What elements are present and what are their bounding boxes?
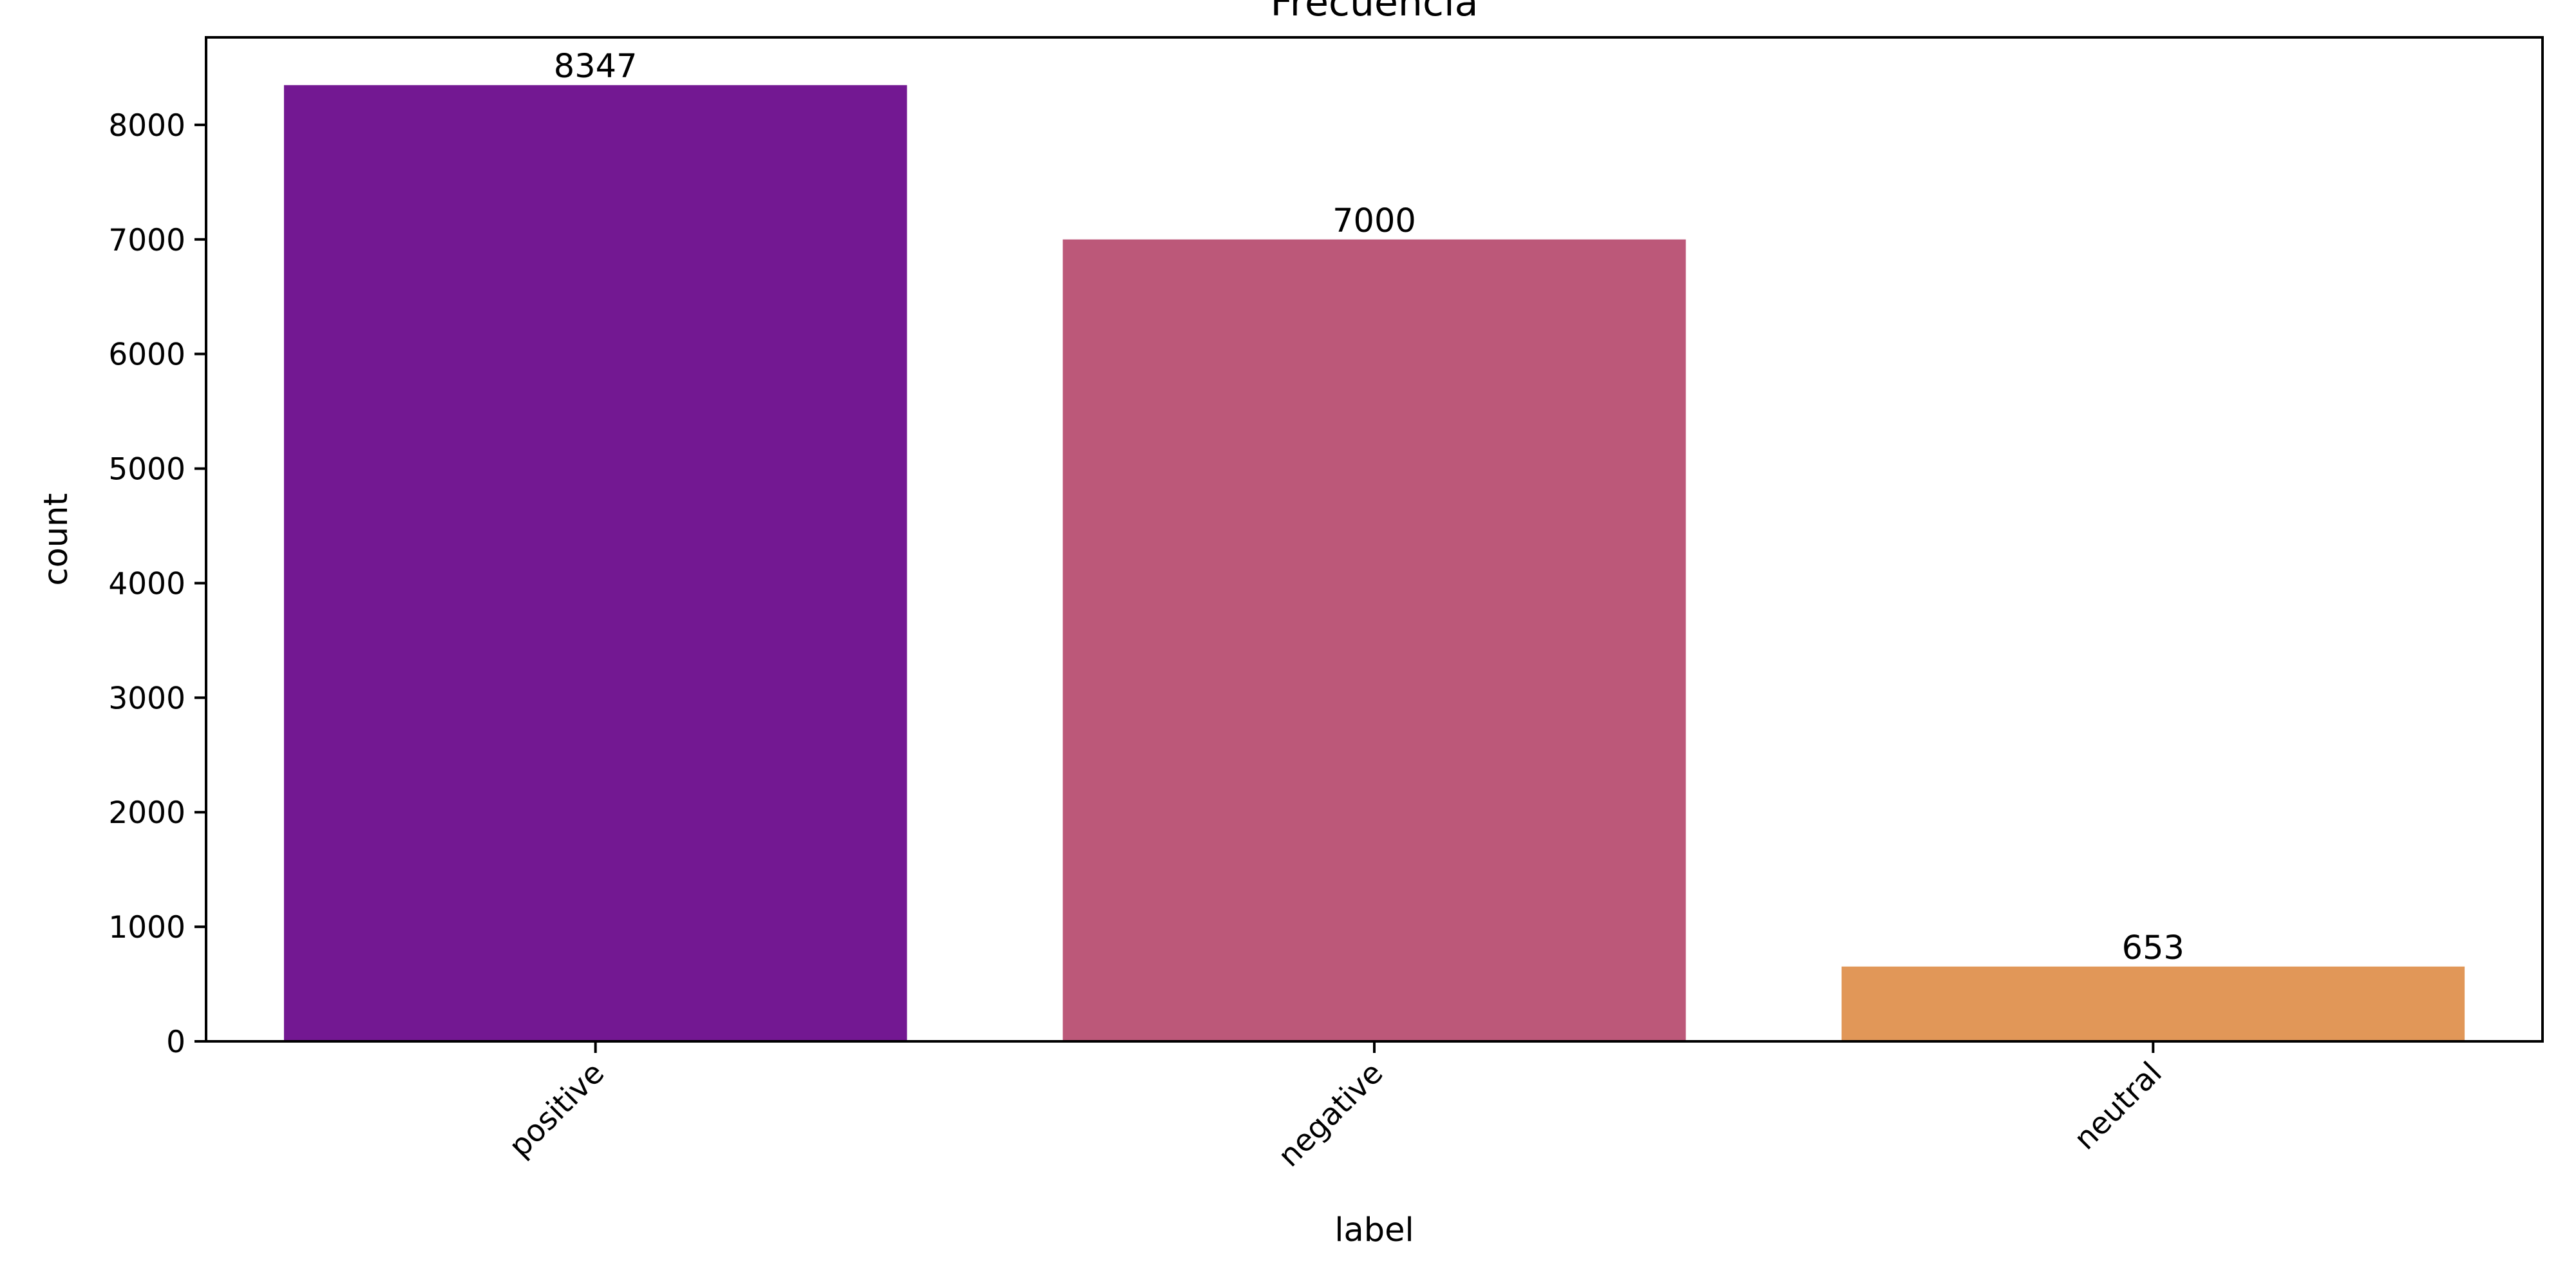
x-tick-label-neutral: neutral (2067, 1056, 2169, 1157)
y-tick-label: 2000 (108, 795, 185, 831)
y-tick-label: 6000 (108, 337, 185, 373)
y-tick-label: 0 (166, 1025, 185, 1060)
y-tick-label: 5000 (108, 452, 185, 488)
x-tick-label-negative: negative (1271, 1056, 1390, 1174)
bar-value-label-negative: 7000 (1332, 202, 1416, 240)
y-tick-label: 1000 (108, 910, 185, 945)
y-tick-label: 7000 (108, 223, 185, 258)
y-tick-label: 3000 (108, 681, 185, 716)
bars-layer (283, 85, 2465, 1041)
bar-negative (1063, 239, 1686, 1041)
y-tick-label: 8000 (108, 108, 185, 144)
y-axis: 0 1000 2000 3000 4000 5000 6000 7000 8000 (108, 108, 206, 1060)
bar-value-label-neutral: 653 (2122, 929, 2184, 967)
x-axis-label: label (1334, 1211, 1414, 1249)
bar-positive (283, 85, 907, 1041)
x-tick-label-positive: positive (502, 1056, 611, 1164)
chart-title: Frecuencia (1271, 0, 1479, 25)
x-axis: positive negative neutral (502, 1041, 2169, 1174)
bar-value-label-positive: 8347 (554, 48, 638, 86)
bar-value-labels: 8347 7000 653 (554, 48, 2184, 967)
plot-frame (205, 36, 2544, 1043)
bar-neutral (1841, 966, 2465, 1041)
y-tick-label: 4000 (108, 566, 185, 601)
y-axis-label: count (37, 493, 75, 586)
